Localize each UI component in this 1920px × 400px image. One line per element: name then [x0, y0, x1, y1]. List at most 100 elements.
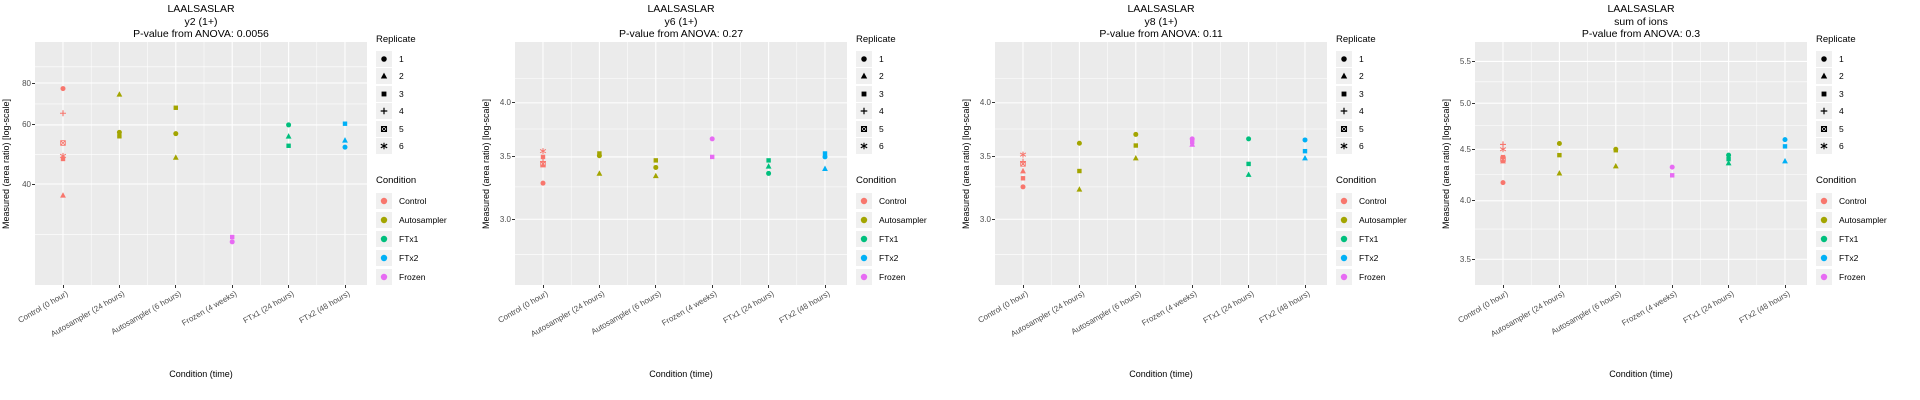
condition-legend-label: Frozen	[879, 271, 906, 282]
square-cross-icon	[376, 120, 392, 137]
y-tick-mark	[1472, 102, 1475, 104]
condition-dot	[860, 216, 868, 223]
triangle-glyph	[380, 72, 388, 79]
y-tick-mark	[32, 124, 35, 126]
x-tick-label: FTx2 (48 hours)	[297, 289, 352, 326]
data-point-asterisk	[1340, 142, 1348, 150]
condition-color-dot-icon	[376, 249, 392, 266]
replicate-legend-item: 4	[1336, 103, 1440, 121]
x-tick-label: Frozen (4 weeks)	[180, 289, 239, 328]
y-tick-mark	[1472, 148, 1475, 150]
replicate-legend-label: 3	[879, 88, 884, 99]
data-point-triangle	[1302, 154, 1308, 161]
data-point-square	[540, 154, 546, 160]
condition-dot	[380, 273, 388, 280]
plus-glyph	[380, 107, 388, 115]
y-tick-mark	[992, 102, 995, 104]
plus-icon	[856, 103, 872, 120]
condition-legend-item: Autosampler	[1816, 210, 1920, 229]
x-tick-mark	[118, 285, 120, 288]
panel-titles: LAALSASLAR y8 (1+) P-value from ANOVA: 0…	[995, 3, 1327, 41]
data-point-circle	[1500, 180, 1506, 186]
condition-dot	[1820, 216, 1828, 223]
condition-color-dot-icon	[376, 211, 392, 228]
x-tick-label: Frozen (4 weeks)	[660, 289, 719, 328]
data-point-asterisk	[1820, 142, 1828, 150]
x-tick-mark	[1784, 285, 1786, 288]
data-point-square	[381, 91, 387, 97]
replicate-legend-item: 6	[376, 138, 480, 156]
y-axis-title: Measured (area ratio) [log-scale]	[960, 42, 972, 285]
replicate-legend-label: 4	[879, 106, 884, 117]
replicate-legend-label: 1	[399, 53, 404, 64]
condition-legend-item: Frozen	[376, 267, 480, 286]
condition-color-dot-icon	[856, 192, 872, 209]
square-icon	[1816, 85, 1832, 102]
condition-dot	[1340, 197, 1348, 204]
condition-legend-label: Control	[1359, 195, 1387, 206]
square-cross-glyph	[860, 125, 868, 132]
data-point-square-cross	[380, 125, 388, 132]
replicate-legend-label: 6	[399, 141, 404, 152]
circle-glyph	[381, 56, 387, 62]
y-tick-label: 5.0	[1459, 98, 1471, 108]
data-point-square	[1077, 168, 1082, 174]
condition-color-dot-icon	[856, 268, 872, 285]
plus-icon	[1336, 103, 1352, 120]
condition-legend-label: Control	[399, 195, 427, 206]
condition-dot	[380, 216, 388, 223]
circle-icon	[856, 50, 872, 67]
replicate-legend-item: 3	[856, 85, 960, 103]
legend: Replicate 1 2 3 4 5 6 Condition Control Autosampl…	[856, 34, 960, 286]
circle-icon	[1816, 50, 1832, 67]
replicate-legend-label: 4	[1359, 106, 1364, 117]
condition-color-dot	[1340, 197, 1348, 204]
condition-color-dot-icon	[1336, 230, 1352, 247]
data-point-asterisk	[1499, 146, 1507, 153]
replicate-legend-item: 4	[856, 103, 960, 121]
triangle-icon	[856, 68, 872, 85]
y-tick-label: 3.0	[979, 214, 991, 224]
condition-legend: Condition Control Autosampler FTx1 FTx2 Froze…	[856, 175, 960, 286]
replicate-legend-item: 3	[1336, 85, 1440, 103]
replicate-legend-item: 1	[856, 50, 960, 68]
y-tick-mark	[512, 218, 515, 220]
data-point-square	[230, 234, 235, 240]
triangle-icon	[1816, 68, 1832, 85]
data-point-square	[1670, 173, 1675, 178]
x-tick-label: FTx1 (24 hours)	[721, 289, 776, 326]
condition-dot	[1340, 254, 1348, 261]
condition-color-dot	[380, 216, 388, 223]
data-point-square	[1726, 156, 1731, 162]
data-point-circle	[1556, 140, 1562, 146]
condition-legend-label: Autosampler	[879, 214, 927, 225]
replicate-legend-title: Replicate	[1816, 34, 1856, 45]
replicate-legend-item: 5	[376, 120, 480, 138]
data-point-square	[1613, 148, 1618, 153]
y-tick-label: 4.0	[979, 98, 991, 108]
circle-glyph	[1821, 56, 1827, 62]
condition-color-dot	[1340, 216, 1348, 223]
panel-title-peptide: LAALSASLAR	[1607, 3, 1675, 15]
condition-color-dot-icon	[1816, 268, 1832, 285]
data-point-circle	[1726, 152, 1732, 158]
replicate-legend-item: 2	[376, 68, 480, 86]
data-point-triangle	[1782, 157, 1788, 164]
legend: Replicate 1 2 3 4 5 6 Condition Control Autosampl…	[1336, 34, 1440, 286]
condition-legend-item: FTx2	[856, 248, 960, 267]
y-axis-title-text: Measured (area ratio) [log-scale]	[481, 98, 491, 229]
x-tick-mark	[1615, 285, 1617, 288]
condition-legend-title: Condition	[1336, 175, 1377, 186]
data-point-circle	[861, 56, 867, 62]
y-tick-mark	[32, 82, 35, 84]
plus-icon	[1816, 103, 1832, 120]
replicate-legend-title: Replicate	[376, 34, 416, 45]
data-point-triangle	[1820, 72, 1828, 79]
data-point-plus	[860, 107, 868, 115]
replicate-legend-item: 2	[1336, 68, 1440, 86]
condition-color-dot	[1820, 216, 1828, 223]
replicate-legend-item: 6	[1816, 138, 1920, 156]
replicate-legend-label: 2	[1839, 71, 1844, 82]
data-point-triangle	[380, 72, 388, 79]
y-axis-title: Measured (area ratio) [log-scale]	[480, 42, 492, 285]
